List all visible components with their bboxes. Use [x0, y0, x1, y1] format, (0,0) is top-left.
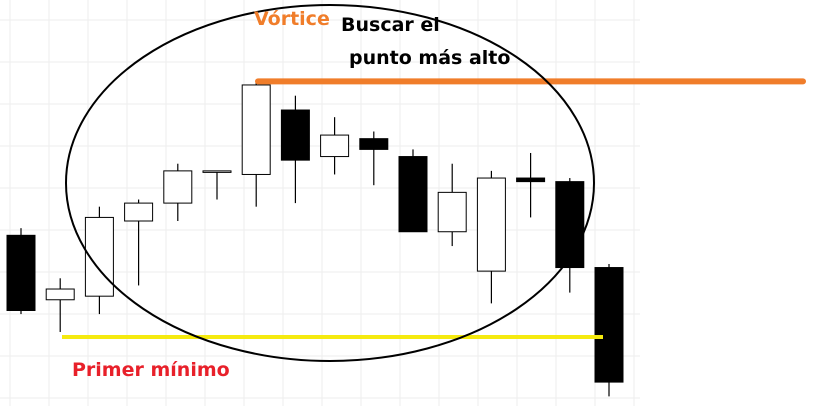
candles: [6, 81, 624, 397]
candle-body-bearish: [555, 181, 585, 269]
candle-body-bearish: [359, 138, 389, 150]
candle-body-bullish: [241, 84, 271, 175]
candle-body-bullish: [163, 170, 193, 204]
candle-body-bearish: [594, 267, 624, 383]
grid: [0, 0, 640, 406]
candle-body-bullish: [437, 191, 467, 233]
candle-body-bullish: [124, 202, 154, 222]
search-highest-label-line2: punto más alto: [349, 47, 510, 69]
first-minimum-label: Primer mínimo: [72, 359, 230, 381]
candle-body-bearish: [280, 109, 310, 161]
candle-body-bearish: [516, 177, 546, 183]
candle-body-bearish: [6, 234, 36, 312]
vortex-label: Vórtice: [254, 8, 330, 30]
candle-body-bullish: [45, 288, 75, 301]
candle-body-bullish: [476, 177, 506, 272]
search-highest-label-line1: Buscar el: [341, 14, 440, 36]
candle-body-bullish: [320, 134, 350, 158]
candle-body-bearish: [398, 156, 428, 233]
vortex-ellipse: [65, 4, 595, 362]
candle-body-bullish: [202, 170, 232, 173]
